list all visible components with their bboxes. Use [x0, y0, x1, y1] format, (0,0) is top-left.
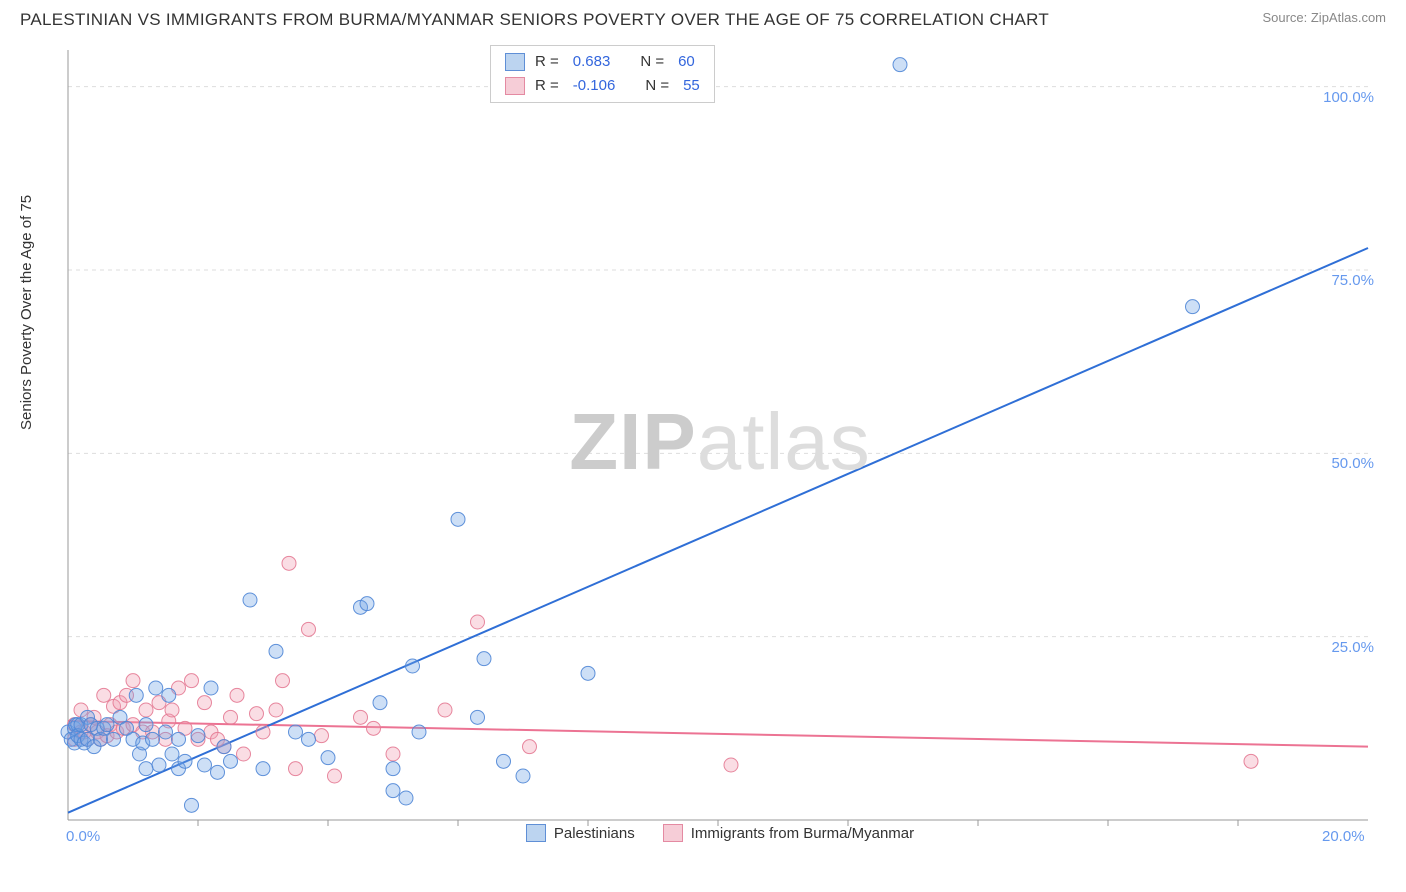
legend-label: Palestinians	[554, 825, 635, 842]
series-legend: Palestinians Immigrants from Burma/Myanm…	[60, 824, 1380, 842]
chart-title: PALESTINIAN VS IMMIGRANTS FROM BURMA/MYA…	[20, 10, 1049, 30]
legend-label: Immigrants from Burma/Myanmar	[691, 825, 914, 842]
y-tick-label: 100.0%	[1323, 89, 1374, 106]
legend-row-pink: R = -0.106 N = 55	[505, 74, 700, 98]
y-tick-label: 25.0%	[1331, 639, 1374, 656]
y-tick-label: 50.0%	[1331, 455, 1374, 472]
swatch-blue	[505, 53, 525, 71]
scatter-plot	[60, 42, 1380, 842]
legend-row-blue: R = 0.683 N = 60	[505, 50, 700, 74]
n-label: N =	[640, 50, 664, 74]
r-label: R =	[535, 74, 559, 98]
y-axis-label: Seniors Poverty Over the Age of 75	[18, 195, 35, 430]
r-value: 0.683	[573, 50, 611, 74]
y-tick-label: 75.0%	[1331, 272, 1374, 289]
n-label: N =	[645, 74, 669, 98]
source-attribution: Source: ZipAtlas.com	[1262, 10, 1386, 25]
r-label: R =	[535, 50, 559, 74]
swatch-palestinians	[526, 824, 546, 842]
swatch-pink	[505, 77, 525, 95]
n-value: 55	[683, 74, 700, 98]
legend-item-palestinians: Palestinians	[526, 824, 635, 842]
swatch-burma	[663, 824, 683, 842]
x-tick-label: 20.0%	[1322, 828, 1365, 845]
correlation-legend: R = 0.683 N = 60 R = -0.106 N = 55	[490, 45, 715, 103]
n-value: 60	[678, 50, 695, 74]
r-value: -0.106	[573, 74, 616, 98]
legend-item-burma: Immigrants from Burma/Myanmar	[663, 824, 914, 842]
chart-area: ZIPatlas R = 0.683 N = 60 R = -0.106 N =…	[60, 42, 1380, 842]
x-tick-label: 0.0%	[66, 828, 100, 845]
